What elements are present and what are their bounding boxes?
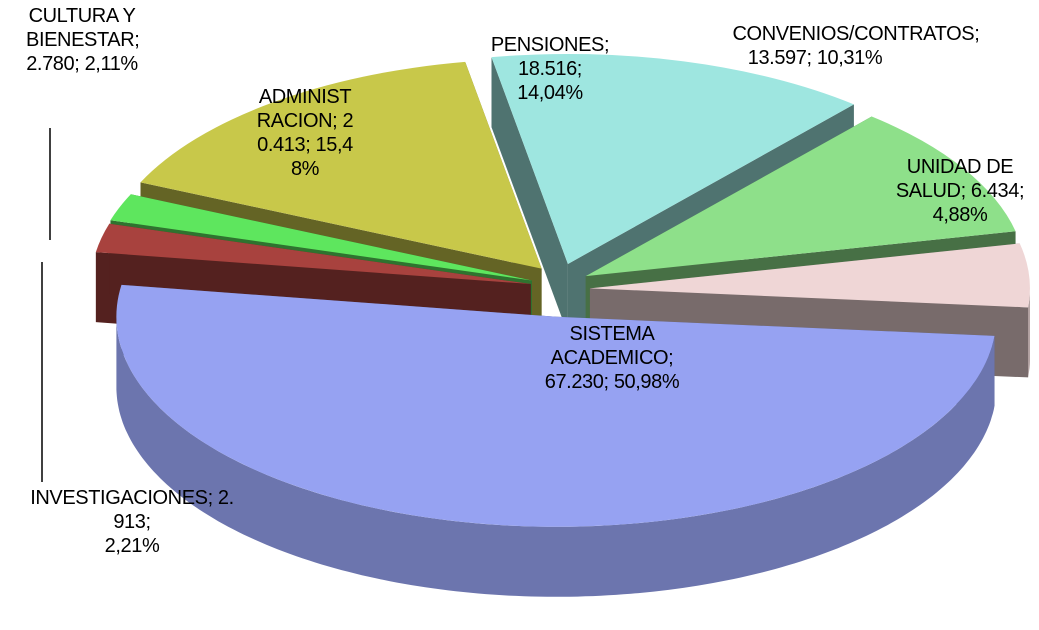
separator: ; [134, 29, 140, 51]
value-label: 18.516 [518, 58, 577, 80]
slice [116, 284, 995, 597]
category: PENSIONES [490, 34, 605, 56]
data-label: ADMINISTRACION; 20.413; 15,48% [255, 85, 355, 181]
slice-top [491, 53, 854, 264]
slice-side [1028, 287, 1030, 378]
slice-top [95, 223, 531, 285]
value-label: 67.230 [544, 371, 604, 393]
separator: ; [332, 110, 343, 132]
separator: ; [603, 371, 614, 393]
separator: ; [576, 58, 583, 80]
data-label: INVESTIGACIONES; 2.913; 2,21% [30, 486, 235, 558]
data-label: CULTURA Y BIENESTAR; 2.780; 2,11% [26, 4, 140, 76]
slice-wall [491, 57, 568, 334]
value-label: 2.780 [26, 53, 75, 75]
slice-top [116, 284, 995, 527]
category: UNIDAD DE SALUD [895, 156, 1014, 202]
value-label: 20.413 [257, 110, 354, 156]
data-label: CONVENIOS/CONTRATOS; 13.597; 10,31% [733, 22, 980, 70]
separator: ; [74, 53, 85, 75]
category: ADMINISTRACION [256, 86, 352, 132]
percent-label: 14,04% [517, 82, 583, 104]
percent-label: 2,21% [104, 535, 160, 557]
category: SISTEMA ACADEMICO [550, 323, 669, 369]
slice-top [585, 116, 1016, 277]
percent-label: 10,31% [816, 47, 883, 69]
separator: ; [305, 134, 316, 156]
separator: ; [960, 180, 971, 202]
percent-label: 2,11% [84, 53, 139, 75]
percent-label: 50,98% [613, 371, 680, 393]
data-label: UNIDAD DE SALUD; 6.434; 4,88% [883, 155, 1038, 227]
slice-top [140, 61, 542, 269]
separator: ; [974, 23, 980, 45]
separator: ; [603, 34, 610, 56]
separator: ; [207, 487, 218, 509]
category: INVESTIGACIONES [30, 487, 208, 509]
value-label: 2.913 [113, 487, 234, 533]
separator: ; [668, 347, 674, 369]
percent-label: 4,88% [932, 204, 988, 226]
value-label: 6.434 [970, 180, 1019, 202]
separator: ; [145, 511, 152, 533]
separator: ; [806, 47, 817, 69]
percent-label: 15,48% [290, 134, 353, 180]
slice-top [589, 243, 1030, 308]
category: CULTURA Y BIENESTAR [26, 5, 136, 51]
separator: ; [1018, 180, 1025, 202]
data-label: SISTEMA ACADEMICO; 67.230; 50,98% [525, 322, 700, 394]
slices [95, 53, 1030, 597]
value-label: 13.597 [747, 47, 807, 69]
slice-side [116, 316, 995, 597]
data-label: PENSIONES; 18.516; 14,04% [490, 33, 610, 105]
category: CONVENIOS/CONTRATOS [732, 23, 975, 45]
slice-top [110, 194, 532, 281]
